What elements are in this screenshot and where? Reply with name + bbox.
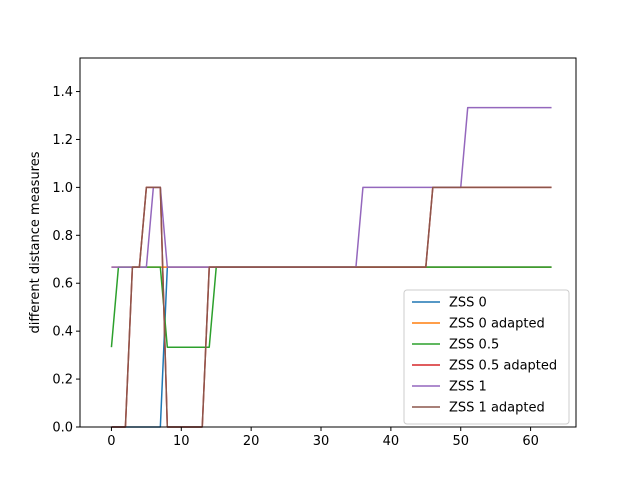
y-tick-label: 0.4 [52, 325, 73, 340]
legend: ZSS 0 ZSS 0 adapted ZSS 0.5 ZSS 0.5 adapted… [403, 289, 570, 425]
x-tick-label: 30 [313, 434, 330, 449]
legend-label: ZSS 1 [449, 380, 487, 395]
legend-label: ZSS 0.5 [449, 338, 499, 353]
legend-label: ZSS 0.5 adapted [449, 359, 557, 374]
legend-label: ZSS 0 [449, 296, 487, 311]
x-tick-label: 40 [383, 434, 400, 449]
plot-lines [110, 106, 552, 428]
y-tick-label: 0.6 [52, 277, 73, 292]
x-axis: 0 10 20 30 40 50 60 [107, 427, 539, 449]
y-tick-label: 0.2 [52, 373, 73, 388]
legend-label: ZSS 0 adapted [449, 317, 545, 332]
y-axis: 0.0 0.2 0.4 0.6 0.8 1.0 1.2 1.4 [52, 85, 80, 436]
y-tick-label: 0.8 [52, 229, 73, 244]
x-tick-label: 60 [522, 434, 539, 449]
x-tick-label: 20 [243, 434, 260, 449]
x-tick-label: 10 [173, 434, 190, 449]
y-tick-label: 1.4 [52, 85, 73, 100]
legend-box [403, 289, 570, 425]
y-axis-label: different distance measures [28, 151, 43, 333]
series-line-5 [111, 186, 552, 428]
legend-label: ZSS 1 adapted [449, 401, 545, 416]
x-tick-label: 50 [452, 434, 469, 449]
plot-frame [79, 57, 577, 428]
x-tick-label: 0 [107, 434, 115, 449]
y-tick-label: 1.2 [52, 133, 73, 148]
y-tick-label: 0.0 [52, 421, 73, 436]
y-tick-label: 1.0 [52, 181, 73, 196]
